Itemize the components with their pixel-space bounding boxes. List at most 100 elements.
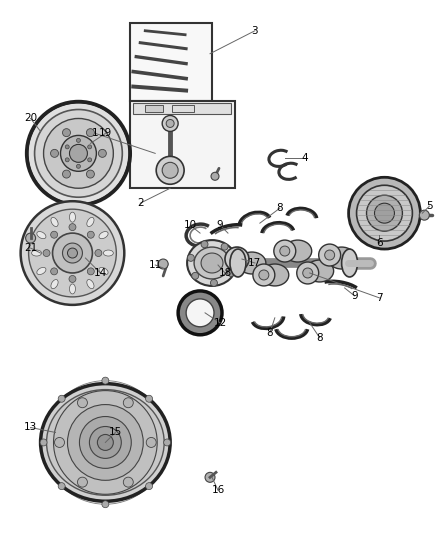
Bar — [172, 104, 194, 112]
Circle shape — [53, 233, 92, 273]
Circle shape — [102, 377, 109, 384]
Ellipse shape — [87, 217, 94, 227]
Circle shape — [230, 260, 237, 266]
Circle shape — [99, 149, 106, 157]
Bar — [145, 104, 163, 112]
Ellipse shape — [194, 247, 230, 279]
Circle shape — [88, 145, 92, 149]
Circle shape — [374, 203, 395, 223]
Circle shape — [70, 144, 88, 163]
Ellipse shape — [261, 264, 289, 286]
Circle shape — [51, 231, 58, 238]
Circle shape — [87, 231, 94, 238]
Circle shape — [67, 405, 143, 480]
Circle shape — [124, 398, 133, 408]
Text: 9: 9 — [351, 291, 358, 301]
Circle shape — [21, 201, 124, 305]
Circle shape — [63, 170, 71, 178]
Circle shape — [43, 249, 50, 256]
Text: 7: 7 — [376, 293, 383, 303]
Ellipse shape — [99, 231, 108, 239]
Circle shape — [205, 472, 215, 482]
Circle shape — [60, 135, 96, 171]
Text: 19: 19 — [99, 128, 112, 139]
Text: 20: 20 — [24, 114, 37, 124]
Ellipse shape — [51, 217, 58, 227]
Circle shape — [166, 119, 174, 127]
Circle shape — [325, 250, 335, 260]
Ellipse shape — [32, 250, 42, 256]
Circle shape — [54, 438, 64, 447]
Ellipse shape — [187, 240, 237, 286]
Circle shape — [67, 248, 78, 258]
Circle shape — [40, 439, 47, 446]
Circle shape — [225, 247, 249, 271]
Text: 13: 13 — [24, 423, 37, 432]
Ellipse shape — [46, 390, 164, 495]
Circle shape — [35, 109, 122, 197]
Circle shape — [77, 139, 81, 142]
Circle shape — [221, 243, 228, 250]
Circle shape — [274, 240, 296, 262]
Circle shape — [280, 246, 290, 256]
Ellipse shape — [99, 268, 108, 274]
Circle shape — [25, 233, 35, 243]
Text: 3: 3 — [251, 26, 258, 36]
Circle shape — [43, 118, 113, 188]
Circle shape — [319, 244, 341, 266]
Text: 6: 6 — [376, 238, 383, 248]
Circle shape — [146, 438, 156, 447]
Circle shape — [63, 128, 71, 136]
Circle shape — [349, 177, 420, 249]
Bar — [133, 102, 231, 115]
Circle shape — [58, 483, 65, 490]
Circle shape — [69, 224, 76, 231]
Circle shape — [201, 241, 208, 248]
Ellipse shape — [238, 252, 266, 274]
Circle shape — [145, 483, 152, 490]
Ellipse shape — [37, 231, 46, 239]
Ellipse shape — [342, 249, 357, 277]
Text: 8: 8 — [267, 328, 273, 338]
Ellipse shape — [306, 260, 334, 282]
Circle shape — [367, 195, 403, 231]
Ellipse shape — [37, 268, 46, 274]
Circle shape — [63, 243, 82, 263]
Circle shape — [51, 268, 58, 275]
Circle shape — [89, 426, 121, 458]
Text: 17: 17 — [248, 258, 261, 268]
Circle shape — [162, 163, 178, 178]
Ellipse shape — [230, 249, 246, 277]
Ellipse shape — [87, 279, 94, 289]
Ellipse shape — [201, 253, 223, 273]
Text: 5: 5 — [426, 201, 433, 211]
Circle shape — [77, 164, 81, 168]
Text: 14: 14 — [94, 268, 107, 278]
Circle shape — [78, 477, 88, 487]
Text: 8: 8 — [316, 333, 323, 343]
Circle shape — [69, 276, 76, 282]
Circle shape — [253, 264, 275, 286]
Circle shape — [102, 501, 109, 508]
Ellipse shape — [41, 384, 170, 501]
Text: 8: 8 — [276, 203, 283, 213]
Circle shape — [97, 434, 113, 450]
Circle shape — [27, 101, 130, 205]
Circle shape — [58, 395, 65, 402]
Circle shape — [65, 145, 69, 149]
Bar — [130, 101, 235, 188]
Text: 18: 18 — [219, 268, 232, 278]
Ellipse shape — [70, 284, 75, 294]
Circle shape — [297, 262, 319, 284]
Circle shape — [162, 116, 178, 132]
Circle shape — [210, 279, 217, 286]
Ellipse shape — [70, 212, 75, 222]
Circle shape — [88, 158, 92, 162]
Text: 12: 12 — [213, 318, 226, 328]
Circle shape — [86, 128, 95, 136]
Circle shape — [95, 249, 102, 256]
Circle shape — [78, 398, 88, 408]
Text: 10: 10 — [184, 220, 197, 230]
Ellipse shape — [284, 240, 312, 262]
Ellipse shape — [328, 247, 356, 269]
